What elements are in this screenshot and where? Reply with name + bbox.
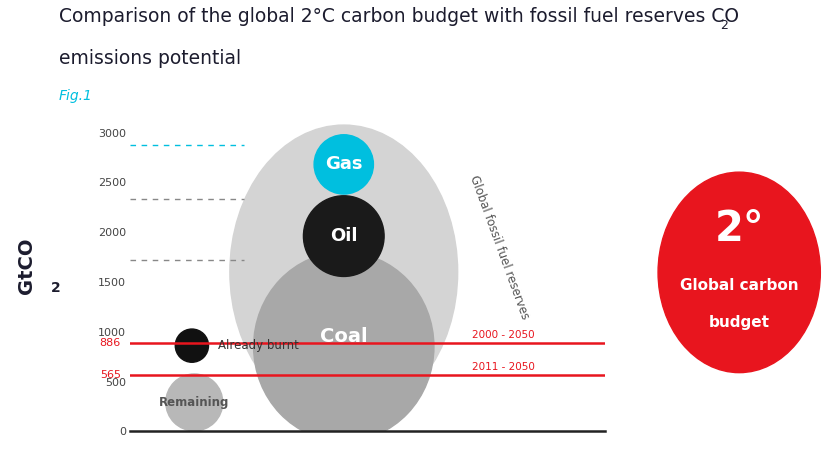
- Text: 565: 565: [100, 370, 121, 380]
- Text: emissions potential: emissions potential: [59, 49, 241, 68]
- Text: 2000 - 2050: 2000 - 2050: [472, 330, 534, 340]
- Text: Oil: Oil: [330, 227, 358, 245]
- Text: 2011 - 2050: 2011 - 2050: [472, 361, 535, 371]
- Text: Fig.1: Fig.1: [59, 89, 92, 103]
- Text: Gas: Gas: [325, 155, 363, 173]
- Ellipse shape: [303, 196, 384, 276]
- Text: 2: 2: [50, 281, 60, 295]
- Ellipse shape: [165, 374, 223, 431]
- Text: Global fossil fuel reserves: Global fossil fuel reserves: [467, 173, 532, 321]
- Text: 2: 2: [720, 19, 727, 32]
- Text: 886: 886: [99, 338, 121, 348]
- Ellipse shape: [314, 135, 374, 194]
- Text: 2°: 2°: [714, 208, 764, 250]
- Ellipse shape: [230, 125, 458, 419]
- Circle shape: [658, 172, 821, 373]
- Text: Global carbon: Global carbon: [680, 278, 799, 293]
- Text: budget: budget: [709, 315, 769, 330]
- Text: Remaining: Remaining: [159, 396, 229, 409]
- Ellipse shape: [254, 252, 434, 441]
- Text: GtCO: GtCO: [18, 237, 36, 294]
- Text: Already burnt: Already burnt: [218, 339, 299, 352]
- Text: Coal: Coal: [320, 327, 368, 346]
- Text: Comparison of the global 2°C carbon budget with fossil fuel reserves CO: Comparison of the global 2°C carbon budg…: [59, 7, 739, 26]
- Ellipse shape: [176, 329, 208, 362]
